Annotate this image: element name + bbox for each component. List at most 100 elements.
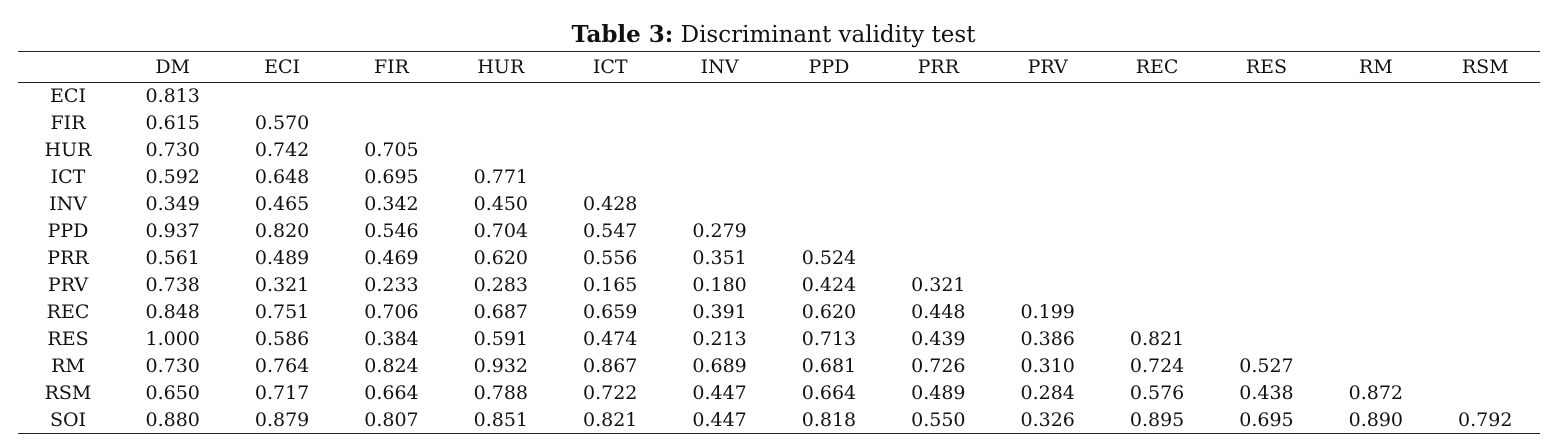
table-cell: 0.687: [473, 301, 529, 323]
empty-cell: [1321, 245, 1430, 272]
empty-cell: [993, 137, 1102, 164]
table-cell: 0.556: [582, 247, 638, 269]
table-cell: 0.717: [254, 382, 310, 404]
empty-cell: [1212, 218, 1321, 245]
table-cell: 0.695: [1211, 406, 1322, 434]
empty-cell: [1321, 353, 1430, 380]
table-cell: 0.469: [364, 247, 419, 269]
table-cell: 0.386: [1020, 328, 1075, 350]
table-cell: 0.890: [1321, 406, 1431, 434]
table-cell: 0.689: [692, 355, 747, 377]
table-cell: 0.586: [254, 328, 310, 350]
table-cell: 0.713: [801, 328, 857, 350]
table-cell: 0.695: [364, 166, 419, 188]
empty-cell: [556, 164, 665, 191]
empty-cell: [1102, 83, 1211, 110]
row-label: RES: [47, 328, 89, 350]
table-cell: 0.872: [1348, 382, 1404, 404]
empty-cell: [446, 83, 555, 110]
column-header: HUR: [446, 51, 556, 83]
table-cell: 0.620: [473, 247, 529, 269]
empty-cell: [665, 137, 774, 164]
empty-cell: [665, 110, 774, 137]
empty-cell: [1102, 272, 1211, 299]
table-cell: 0.321: [911, 274, 966, 296]
table-row: RSM 0.650 0.717 0.664 0.788 0.722 0.447 0.664 0.…: [18, 380, 1540, 407]
empty-cell: [1431, 164, 1541, 191]
row-label: PRV: [47, 274, 89, 296]
table-cell: 0.648: [254, 166, 310, 188]
table-cell: 0.879: [227, 406, 337, 434]
table-row: PPD 0.937 0.820 0.546 0.704 0.547 0.279: [18, 218, 1540, 245]
empty-cell: [1102, 245, 1211, 272]
table-cell: 0.704: [473, 220, 529, 242]
empty-cell: [337, 83, 446, 110]
table-cell: 0.384: [364, 328, 419, 350]
column-header: RES: [1211, 51, 1322, 83]
empty-cell: [993, 272, 1102, 299]
empty-cell: [1431, 191, 1541, 218]
empty-cell: [556, 137, 665, 164]
table-cell: 0.438: [1239, 382, 1294, 404]
column-header: REC: [1102, 51, 1212, 83]
empty-cell: [884, 218, 993, 245]
table-caption: Table 3: Discriminant validity test: [0, 20, 1547, 50]
table-cell: 0.848: [145, 301, 200, 323]
empty-cell: [1212, 83, 1321, 110]
table-caption-label: Table 3:: [571, 21, 674, 48]
table-cell: 0.213: [692, 328, 747, 350]
empty-cell: [227, 83, 336, 110]
column-header: PRR: [883, 51, 993, 83]
empty-cell: [1102, 218, 1211, 245]
table-row: RM 0.730 0.764 0.824 0.932 0.867 0.689 0.681 0.7…: [18, 353, 1540, 380]
table-cell: 0.821: [1129, 328, 1185, 350]
empty-cell: [774, 191, 883, 218]
table-cell: 0.722: [582, 382, 638, 404]
empty-cell: [1321, 83, 1430, 110]
empty-cell: [884, 137, 993, 164]
table-cell: 0.932: [473, 355, 529, 377]
empty-cell: [1102, 110, 1211, 137]
column-header: PRV: [993, 51, 1103, 83]
empty-cell: [1431, 245, 1541, 272]
table-cell: 0.895: [1102, 406, 1212, 434]
table-cell: 0.561: [145, 247, 200, 269]
table-cell: 0.813: [145, 85, 200, 108]
table-cell: 0.659: [582, 301, 638, 323]
table-cell: 0.738: [145, 274, 200, 296]
table-row: REC 0.848 0.751 0.706 0.687 0.659 0.391 0.620 0.…: [18, 299, 1540, 326]
row-label: ICT: [50, 166, 86, 188]
table-cell: 0.428: [582, 193, 638, 215]
empty-cell: [1102, 299, 1211, 326]
table-row: HUR 0.730 0.742 0.705: [18, 137, 1540, 164]
table-cell: 0.474: [582, 328, 638, 350]
table-cell: 0.730: [145, 355, 200, 377]
empty-cell: [1102, 191, 1211, 218]
empty-cell: [1212, 137, 1321, 164]
table-row: SOI 0.880 0.879 0.807 0.851 0.821 0.447 0.818 0.…: [18, 406, 1540, 434]
empty-cell: [1431, 137, 1541, 164]
table-cell: 0.880: [118, 406, 228, 434]
empty-cell: [1431, 380, 1541, 407]
table-cell: 0.821: [555, 406, 665, 434]
table-cell: 0.165: [582, 274, 638, 296]
empty-cell: [665, 83, 774, 110]
empty-cell: [1431, 353, 1541, 380]
table-cell: 0.546: [364, 220, 419, 242]
empty-cell: [1321, 218, 1430, 245]
table-cell: 0.867: [582, 355, 638, 377]
empty-cell: [774, 137, 883, 164]
table-cell: 0.807: [336, 406, 447, 434]
table-row: ICT 0.592 0.648 0.695 0.771: [18, 164, 1540, 191]
table-cell: 0.326: [993, 406, 1103, 434]
table-cell: 0.818: [774, 406, 884, 434]
table-cell: 0.771: [473, 166, 529, 188]
empty-cell: [1431, 272, 1541, 299]
empty-cell: [1431, 299, 1541, 326]
table-cell: 0.447: [664, 406, 775, 434]
empty-cell: [884, 191, 993, 218]
empty-cell: [1212, 191, 1321, 218]
empty-cell: [1321, 137, 1430, 164]
empty-cell: [1321, 326, 1430, 353]
table-cell: 0.391: [692, 301, 747, 323]
